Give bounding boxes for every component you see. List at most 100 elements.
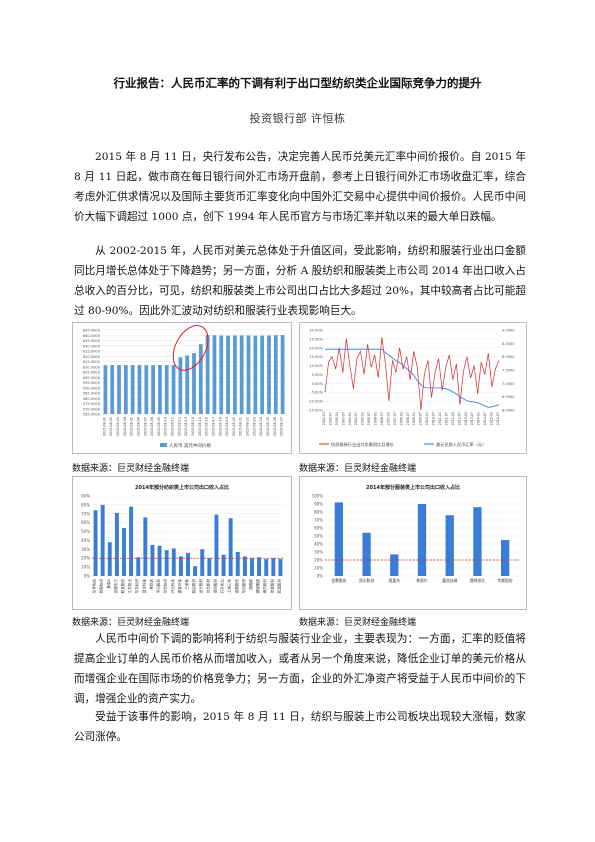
chart-3-xtick: 伟星股份 <box>269 579 274 594</box>
chart-3-xtick: 澳洋科技 <box>141 579 146 594</box>
chart-3-ytick: 30% <box>81 547 90 552</box>
document-title: 行业报告：人民币汇率的下调有利于出口型纺织类企业国际竞争力的提升 <box>113 76 482 90</box>
chart-3-xtick: 华芳纺织 <box>134 579 139 594</box>
chart-1-ytick: 625.0000 <box>83 350 101 354</box>
chart-1-bar <box>144 365 149 414</box>
chart-2-xtick: 2003-07 <box>341 412 345 425</box>
chart-3-xtick: 南纺股份 <box>212 579 217 594</box>
chart-3-ytick: 0% <box>84 574 91 579</box>
chart-1-xtick: 2015-08-10 <box>164 417 168 436</box>
chart-2-right-tick: 6.0000 <box>502 409 515 413</box>
chart-textile-export-share: 2014年部分纺织类上市公司出口收入占比 0% 10% 20% 30% 40% 50% 60%… <box>72 476 292 610</box>
chart-2-left-tick: 0.00% <box>312 382 324 386</box>
chart-2-xtick: 2015-01 <box>490 412 494 425</box>
chart-1-ytick: 565.0000 <box>83 413 101 417</box>
chart-1-bar <box>185 355 190 414</box>
chart-2-xtick: 2011-01 <box>438 412 442 425</box>
chart-2-xtick: 2003-01 <box>335 412 339 425</box>
chart-1-xtick: 2015-08-18 <box>218 417 222 436</box>
chart-2-left-tick: -15.00% <box>308 409 324 413</box>
chart-3-bar <box>278 559 283 576</box>
chart-1-bar <box>158 365 162 414</box>
chart-2-xtick: 2012-07 <box>457 412 461 425</box>
chart-2-xtick: 2007-07 <box>393 412 397 425</box>
chart-1-xtick: 2015-08-13 <box>184 417 188 436</box>
chart-1-bar <box>226 335 230 414</box>
chart-3-bar <box>157 545 162 576</box>
chart-3-bar <box>207 558 212 576</box>
paragraph-3: 人民币中间价下调的影响将利于纺织与服装行业企业，主要表现为：一方面，汇率的贬值将… <box>74 629 526 709</box>
chart-1-ytick: 570.0000 <box>83 407 101 411</box>
chart-1-xtick: 2015-08-19 <box>225 417 229 436</box>
chart-4-ytick: 90% <box>314 502 323 507</box>
chart-3-bar <box>143 517 148 576</box>
chart-2-right-tick: 7.5000 <box>502 369 515 373</box>
chart-4-xtick: 凯乐股份 <box>359 578 374 583</box>
chart-2-left-tick: -10.00% <box>308 400 324 404</box>
chart-4-ytick: 50% <box>314 534 323 539</box>
chart-3-bar <box>228 518 233 576</box>
chart-4-bar <box>473 507 482 576</box>
chart-1-xtick: 2015-08-12 <box>177 417 181 436</box>
chart-4-xtick: 晨鸣纸业 <box>470 578 485 583</box>
chart-4-ytick: 20% <box>314 558 323 563</box>
paragraph-1-text: 2015 年 8 月 11 日，央行发布公告，决定完善人民币兑美元汇率中间价报价… <box>74 151 526 223</box>
chart-2-xtick: 2014-01 <box>477 412 481 425</box>
paragraph-2: 从 2002-2015 年，人民币对美元总体处于升值区间，受此影响，纺织和服装行… <box>74 241 526 321</box>
chart-2-svg: 30.00% 25.00% 20.00% 15.00% 10.00% 5.00% 0.00%… <box>299 322 527 454</box>
chart-1-bar <box>164 365 169 414</box>
chart-1-bar <box>178 357 183 414</box>
chart-2-xtick: 2004-07 <box>354 412 358 425</box>
chart-3-svg: 2014年部分纺织类上市公司出口收入占比 0% 10% 20% 30% 40% 50% 60%… <box>72 476 292 610</box>
chart-3-bar <box>221 554 226 576</box>
chart-1-bar <box>130 365 135 414</box>
chart-1-ytick: 595.0000 <box>83 381 101 385</box>
chart-2-left-tick: 5.00% <box>312 373 324 377</box>
chart-2-right-tick: 6.5000 <box>502 395 515 399</box>
chart-1-xtick: 2015-08-23 <box>252 417 256 436</box>
chart-3-title: 2014年部分纺织类上市公司出口收入占比 <box>135 484 229 491</box>
chart-2-xtick: 2013-01 <box>464 412 468 425</box>
chart-2-left-tick: 10.00% <box>309 364 323 368</box>
chart-3-xtick: 兴业科技 <box>170 579 175 594</box>
source-label-3: 数据来源：巨灵财经金融终端 <box>72 618 190 628</box>
paragraph-4: 受益于该事件的影响，2015 年 8 月 11 日，纺织与服装上市公司板块出现较… <box>74 707 526 747</box>
chart-3-ytick: 90% <box>81 494 90 499</box>
chart-1-xtick: 2015-08-09 <box>157 417 161 436</box>
chart-export-growth-vs-fx: 30.00% 25.00% 20.00% 15.00% 10.00% 5.00% 0.00%… <box>299 322 527 454</box>
chart-4-bar <box>445 515 454 576</box>
chart-2-xtick: 2007-01 <box>386 412 390 425</box>
chart-3-xtick: 孚日股份 <box>156 579 161 594</box>
chart-1-ytick: 645.0000 <box>83 329 101 333</box>
chart-1-bar <box>280 335 285 414</box>
chart-2-right-tick: 9.0000 <box>502 329 515 333</box>
chart-3-xtick: 棒杰股份 <box>262 579 267 594</box>
chart-apparel-export-share: 2014年部分服装类上市公司出口收入占比 0% 10% 20% 30% 40% 50% 60%… <box>299 476 527 610</box>
chart-1-legend-swatch <box>160 443 167 447</box>
chart-1-bar <box>260 335 265 414</box>
chart-2-xtick: 2008-01 <box>399 412 403 425</box>
chart-3-ytick: 50% <box>81 529 90 534</box>
paragraph-2-text: 从 2002-2015 年，人民币对美元总体处于升值区间，受此影响，纺织和服装行… <box>74 245 526 317</box>
chart-1-legend-label: 人民币 美元中间价格 <box>169 442 211 449</box>
chart-1-bar <box>246 335 251 414</box>
chart-2-xtick: 2015-07 <box>496 412 500 425</box>
chart-2-xtick: 2002-07 <box>328 412 332 425</box>
chart-2-xtick: 2013-07 <box>470 412 474 425</box>
chart-2-xtick: 2008-07 <box>406 412 410 425</box>
chart-1-xtick: 2015-08-02 <box>109 417 113 436</box>
paragraph-4-text: 受益于该事件的影响，2015 年 8 月 11 日，纺织与服装上市公司板块出现较… <box>74 711 526 743</box>
chart-1-xtick: 2015-08-14 <box>191 417 195 436</box>
chart-3-bar <box>93 510 98 576</box>
chart-1-bar <box>212 335 217 414</box>
chart-2-xtick: 2002-01 <box>322 412 326 425</box>
chart-3-bar <box>200 549 205 576</box>
chart-3-bar <box>164 550 169 576</box>
chart-3-xtick: 美欣达 <box>148 579 153 590</box>
chart-2-xtick: 2011-07 <box>444 412 448 425</box>
chart-rmb-central-parity: 565.0000 570.0000 575.0000 580.0000 585.0000… <box>72 322 292 454</box>
chart-1-xtick: 2015-08-04 <box>123 417 127 436</box>
chart-1-xtick: 2015-08-01 <box>102 417 106 436</box>
chart-3-xtick: 台华新材 <box>205 579 210 594</box>
chart-4-ytick: 60% <box>314 526 323 531</box>
